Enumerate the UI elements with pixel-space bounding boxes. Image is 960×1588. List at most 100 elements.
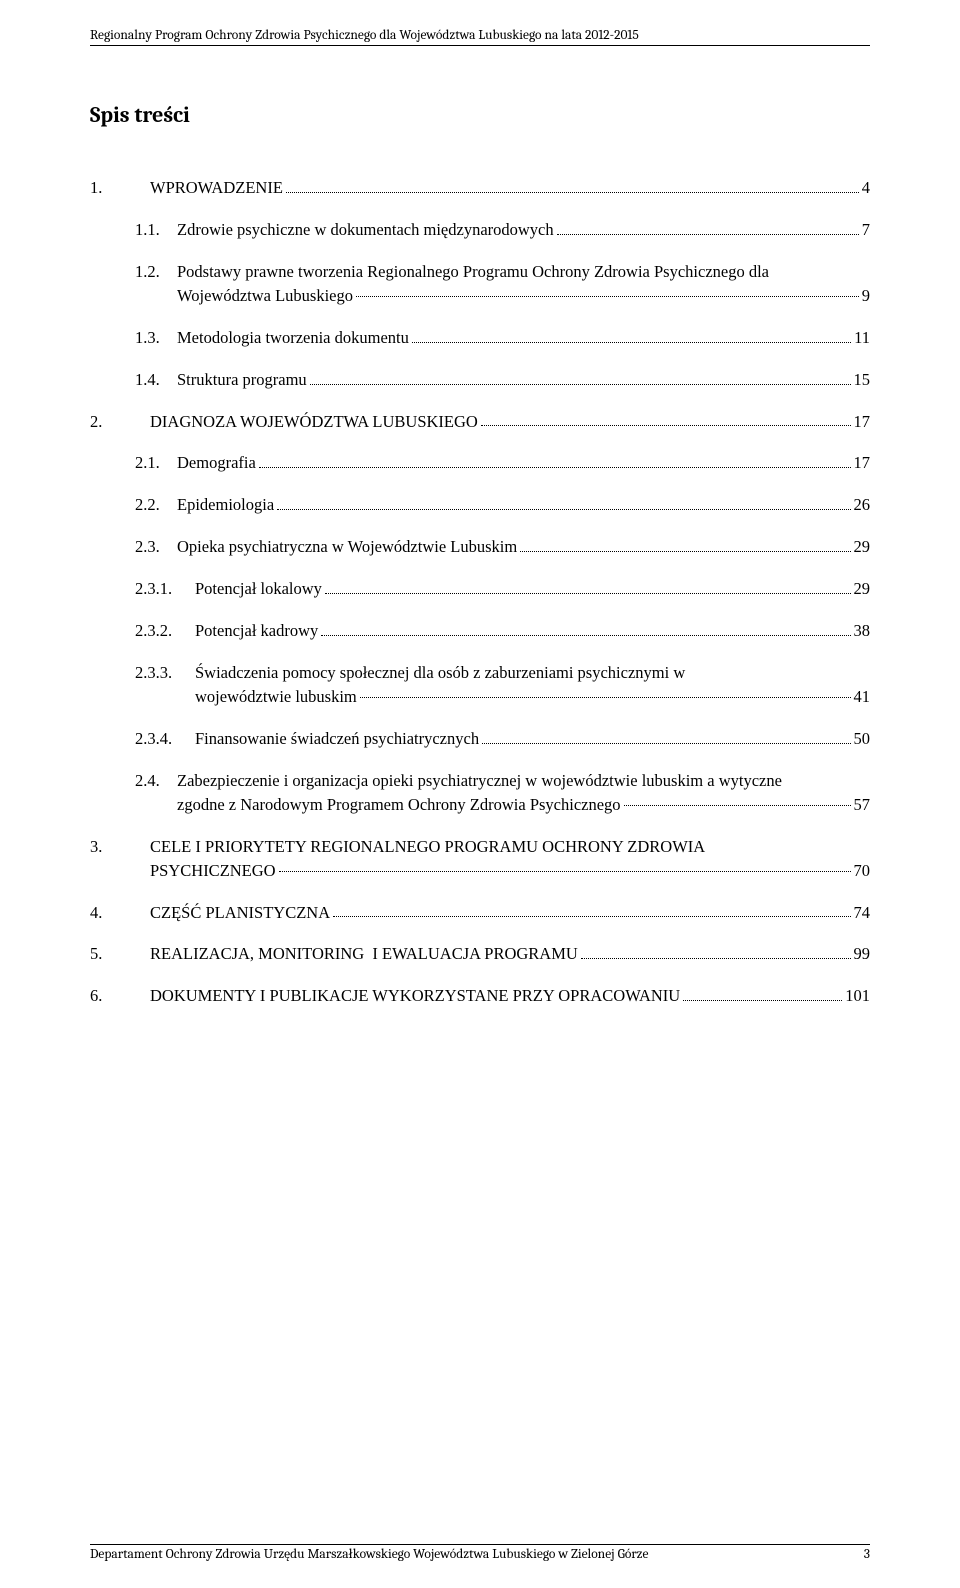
toc-number: 2.3.3. bbox=[135, 661, 195, 685]
toc-leader-dots bbox=[412, 342, 851, 343]
toc-leader-dots bbox=[482, 743, 850, 744]
toc-page: 101 bbox=[845, 984, 870, 1008]
toc-page: 26 bbox=[854, 493, 871, 517]
toc-leader-dots bbox=[683, 1000, 842, 1001]
toc-page: 29 bbox=[854, 535, 871, 559]
toc-label: DOKUMENTY I PUBLIKACJE WYKORZYSTANE PRZY… bbox=[150, 984, 680, 1008]
toc-label: Struktura programu bbox=[177, 368, 307, 392]
toc-leader-dots bbox=[624, 805, 851, 806]
toc-entry: 2. DIAGNOZA WOJEWÓDZTWA LUBUSKIEGO 17 bbox=[90, 410, 870, 434]
toc-label: Potencjał lokalowy bbox=[195, 577, 322, 601]
toc-entry: 2.3. Opieka psychiatryczna w Województwi… bbox=[135, 535, 870, 559]
toc-page: 9 bbox=[862, 284, 870, 308]
toc-entry: 4. CZĘŚĆ PLANISTYCZNA 74 bbox=[90, 901, 870, 925]
toc-label: REALIZACJA, MONITORING I EWALUACJA PROGR… bbox=[150, 942, 578, 966]
toc-number: 2.3. bbox=[135, 535, 177, 559]
toc-leader-dots bbox=[277, 509, 850, 510]
toc-entry: 1.2. Podstawy prawne tworzenia Regionaln… bbox=[135, 260, 870, 308]
toc-leader-dots bbox=[286, 192, 859, 193]
toc-leader-dots bbox=[360, 697, 851, 698]
toc-leader-dots bbox=[279, 871, 851, 872]
toc-leader-dots bbox=[481, 425, 851, 426]
page-title: Spis treści bbox=[90, 102, 870, 128]
toc-label: zgodne z Narodowym Programem Ochrony Zdr… bbox=[177, 793, 621, 817]
toc-number: 1.4. bbox=[135, 368, 177, 392]
toc-entry: 2.2. Epidemiologia 26 bbox=[135, 493, 870, 517]
toc-entry: 2.1. Demografia 17 bbox=[135, 451, 870, 475]
footer-page-number: 3 bbox=[864, 1547, 870, 1562]
toc-page: 50 bbox=[854, 727, 871, 751]
toc-number: 2.3.1. bbox=[135, 577, 195, 601]
table-of-contents: 1. WPROWADZENIE 4 1.1. Zdrowie psychiczn… bbox=[90, 176, 870, 1008]
toc-page: 17 bbox=[854, 451, 871, 475]
toc-label: WPROWADZENIE bbox=[150, 176, 283, 200]
toc-leader-dots bbox=[356, 296, 859, 297]
toc-number: 1. bbox=[90, 176, 150, 200]
toc-page: 70 bbox=[854, 859, 871, 883]
toc-label: Świadczenia pomocy społecznej dla osób z… bbox=[195, 661, 870, 685]
toc-entry: 2.3.2. Potencjał kadrowy 38 bbox=[135, 619, 870, 643]
toc-number: 4. bbox=[90, 901, 150, 925]
toc-page: 15 bbox=[854, 368, 871, 392]
toc-leader-dots bbox=[557, 234, 859, 235]
toc-label: DIAGNOZA WOJEWÓDZTWA LUBUSKIEGO bbox=[150, 410, 478, 434]
toc-page: 7 bbox=[862, 218, 870, 242]
toc-number: 6. bbox=[90, 984, 150, 1008]
toc-entry: 1. WPROWADZENIE 4 bbox=[90, 176, 870, 200]
toc-page: 38 bbox=[854, 619, 871, 643]
toc-leader-dots bbox=[259, 467, 851, 468]
toc-number: 3. bbox=[90, 835, 150, 859]
toc-number: 2.4. bbox=[135, 769, 177, 793]
toc-number: 2.1. bbox=[135, 451, 177, 475]
toc-label: województwie lubuskim bbox=[195, 685, 357, 709]
toc-label: CZĘŚĆ PLANISTYCZNA bbox=[150, 901, 330, 925]
toc-page: 74 bbox=[854, 901, 871, 925]
toc-number: 2.3.4. bbox=[135, 727, 195, 751]
toc-leader-dots bbox=[310, 384, 851, 385]
toc-label: CELE I PRIORYTETY REGIONALNEGO PROGRAMU … bbox=[150, 835, 870, 859]
toc-label: Demografia bbox=[177, 451, 256, 475]
toc-page: 57 bbox=[854, 793, 871, 817]
toc-entry: 2.3.4. Finansowanie świadczeń psychiatry… bbox=[135, 727, 870, 751]
toc-label: PSYCHICZNEGO bbox=[150, 859, 276, 883]
toc-label: Epidemiologia bbox=[177, 493, 274, 517]
toc-label: Metodologia tworzenia dokumentu bbox=[177, 326, 409, 350]
toc-label: Podstawy prawne tworzenia Regionalnego P… bbox=[177, 260, 870, 284]
toc-number: 1.3. bbox=[135, 326, 177, 350]
toc-entry: 3. CELE I PRIORYTETY REGIONALNEGO PROGRA… bbox=[90, 835, 870, 883]
toc-label: Opieka psychiatryczna w Województwie Lub… bbox=[177, 535, 517, 559]
toc-number: 2. bbox=[90, 410, 150, 434]
toc-entry: 5. REALIZACJA, MONITORING I EWALUACJA PR… bbox=[90, 942, 870, 966]
toc-entry: 1.4. Struktura programu 15 bbox=[135, 368, 870, 392]
toc-number: 5. bbox=[90, 942, 150, 966]
toc-page: 4 bbox=[862, 176, 870, 200]
toc-label: Finansowanie świadczeń psychiatrycznych bbox=[195, 727, 479, 751]
toc-leader-dots bbox=[333, 916, 850, 917]
toc-label: Województwa Lubuskiego bbox=[177, 284, 353, 308]
toc-entry: 6. DOKUMENTY I PUBLIKACJE WYKORZYSTANE P… bbox=[90, 984, 870, 1008]
toc-label: Zdrowie psychiczne w dokumentach międzyn… bbox=[177, 218, 554, 242]
toc-leader-dots bbox=[321, 635, 850, 636]
toc-entry: 1.1. Zdrowie psychiczne w dokumentach mi… bbox=[135, 218, 870, 242]
document-footer: Departament Ochrony Zdrowia Urzędu Marsz… bbox=[90, 1544, 870, 1562]
toc-number: 2.2. bbox=[135, 493, 177, 517]
toc-page: 29 bbox=[854, 577, 871, 601]
toc-label: Potencjał kadrowy bbox=[195, 619, 318, 643]
toc-page: 99 bbox=[854, 942, 871, 966]
footer-text: Departament Ochrony Zdrowia Urzędu Marsz… bbox=[90, 1547, 648, 1562]
toc-entry: 2.3.1. Potencjał lokalowy 29 bbox=[135, 577, 870, 601]
toc-label: Zabezpieczenie i organizacja opieki psyc… bbox=[177, 769, 870, 793]
toc-number: 2.3.2. bbox=[135, 619, 195, 643]
document-header: Regionalny Program Ochrony Zdrowia Psych… bbox=[90, 28, 870, 46]
toc-entry: 1.3. Metodologia tworzenia dokumentu 11 bbox=[135, 326, 870, 350]
toc-page: 17 bbox=[854, 410, 871, 434]
toc-number: 1.2. bbox=[135, 260, 177, 284]
toc-page: 41 bbox=[854, 685, 871, 709]
toc-entry: 2.4. Zabezpieczenie i organizacja opieki… bbox=[135, 769, 870, 817]
toc-leader-dots bbox=[581, 958, 851, 959]
toc-entry: 2.3.3. Świadczenia pomocy społecznej dla… bbox=[135, 661, 870, 709]
toc-number: 1.1. bbox=[135, 218, 177, 242]
toc-leader-dots bbox=[520, 551, 850, 552]
toc-leader-dots bbox=[325, 593, 851, 594]
toc-page: 11 bbox=[854, 326, 870, 350]
